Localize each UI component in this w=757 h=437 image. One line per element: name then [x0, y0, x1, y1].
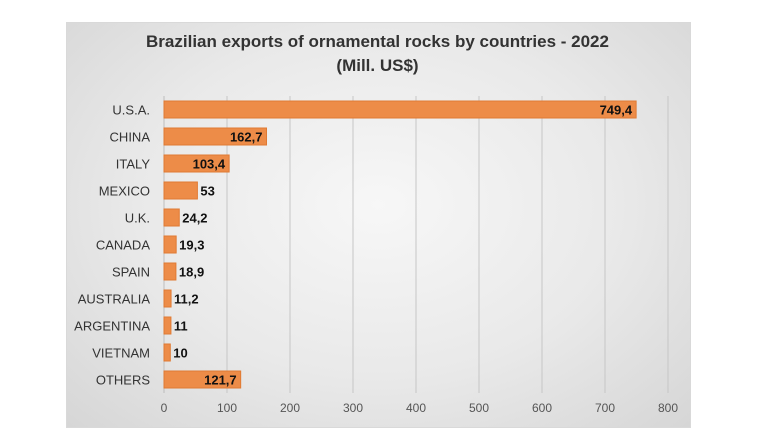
x-tick-label: 0 — [161, 401, 168, 415]
bar — [163, 181, 198, 200]
chart-title: Brazilian exports of ornamental rocks by… — [66, 30, 689, 78]
category-label: SPAIN — [112, 265, 150, 280]
bar — [163, 208, 180, 227]
bar — [163, 316, 172, 335]
bar — [163, 235, 177, 254]
data-label: 24,2 — [182, 211, 207, 226]
x-tick-label: 300 — [343, 401, 363, 415]
data-label: 53 — [200, 184, 214, 199]
bar — [163, 100, 637, 119]
bar — [163, 370, 242, 389]
bar — [163, 289, 172, 308]
x-tick-label: 600 — [532, 401, 552, 415]
chart-subtitle-line: (Mill. US$) — [336, 56, 419, 75]
x-tick-label: 400 — [406, 401, 426, 415]
x-tick-label: 700 — [595, 401, 615, 415]
data-label: 18,9 — [179, 265, 204, 280]
category-label: VIETNAM — [92, 346, 150, 361]
data-label: 10 — [173, 346, 187, 361]
bar — [163, 343, 171, 362]
data-label: 11 — [174, 319, 188, 334]
data-label: 11,2 — [174, 292, 199, 307]
category-label: U.K. — [125, 211, 150, 226]
x-tick-label: 200 — [280, 401, 300, 415]
category-label: OTHERS — [96, 373, 151, 388]
data-label: 121,7 — [204, 373, 237, 388]
x-tick-label: 100 — [217, 401, 237, 415]
category-label: ITALY — [116, 157, 151, 172]
category-label: AUSTRALIA — [78, 292, 151, 307]
data-label: 19,3 — [179, 238, 204, 253]
x-tick-label: 800 — [658, 401, 678, 415]
category-label: ARGENTINA — [74, 319, 150, 334]
category-label: U.S.A. — [112, 103, 150, 118]
data-label: 749,4 — [600, 103, 633, 118]
data-label: 162,7 — [230, 130, 263, 145]
bar — [163, 154, 230, 173]
chart-title-line: Brazilian exports of ornamental rocks by… — [146, 32, 609, 51]
bar — [163, 262, 177, 281]
x-tick-label: 500 — [469, 401, 489, 415]
bar — [163, 127, 268, 146]
category-label: MEXICO — [99, 184, 150, 199]
data-label: 103,4 — [193, 157, 226, 172]
category-label: CHINA — [110, 130, 151, 145]
category-label: CANADA — [96, 238, 151, 253]
